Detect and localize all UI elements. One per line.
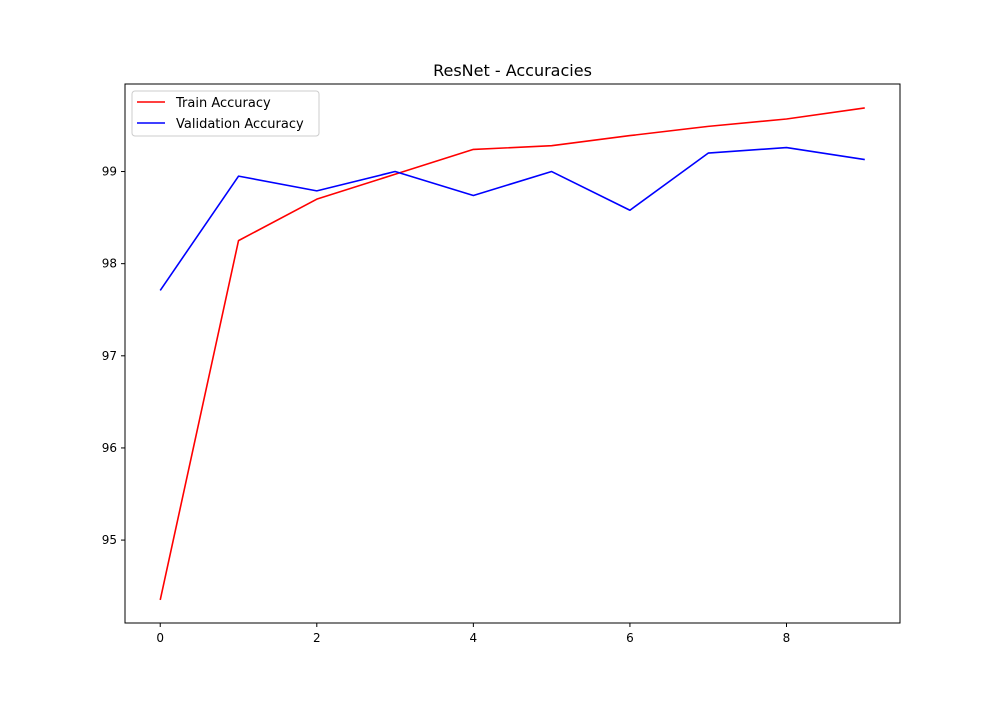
legend-label: Train Accuracy bbox=[175, 96, 271, 111]
y-tick-label: 96 bbox=[102, 441, 117, 455]
legend-box bbox=[131, 90, 320, 137]
series-layer bbox=[159, 107, 865, 601]
x-tick-label: 0 bbox=[156, 631, 164, 645]
axes: 0 2 4 6 8 95 96 97 98 99 bbox=[102, 165, 791, 645]
x-tick-label: 6 bbox=[626, 631, 634, 645]
y-tick-label: 95 bbox=[102, 533, 117, 547]
chart-title: ResNet - Accuracies bbox=[433, 61, 592, 80]
legend: Train Accuracy Validation Accuracy bbox=[131, 90, 320, 137]
series-line-train-accuracy bbox=[159, 107, 865, 601]
x-tick-label: 2 bbox=[313, 631, 321, 645]
y-tick-label: 97 bbox=[102, 349, 117, 363]
x-tick-label: 8 bbox=[783, 631, 791, 645]
y-tick-label: 98 bbox=[102, 257, 117, 271]
plot-frame bbox=[124, 83, 901, 624]
x-tick-label: 4 bbox=[470, 631, 478, 645]
y-tick-label: 99 bbox=[102, 165, 117, 179]
series-line-validation-accuracy bbox=[159, 146, 865, 291]
legend-label: Validation Accuracy bbox=[176, 117, 304, 132]
